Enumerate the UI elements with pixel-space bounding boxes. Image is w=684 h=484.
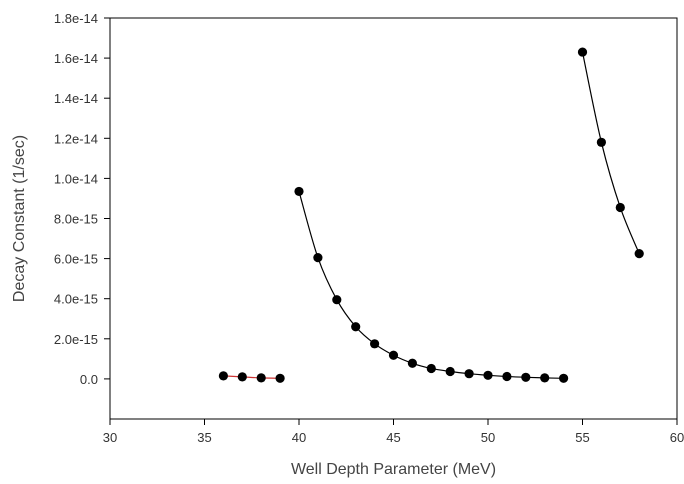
data-point <box>218 371 228 381</box>
x-tick-label: 50 <box>481 430 495 445</box>
data-point <box>313 252 323 263</box>
y-tick-label: 1.0e-14 <box>54 171 98 186</box>
y-tick-label: 1.6e-14 <box>54 51 98 66</box>
series-line <box>223 375 281 379</box>
y-tick-label: 1.2e-14 <box>54 131 98 146</box>
series-group <box>218 47 644 383</box>
data-point <box>464 369 474 379</box>
data-point <box>426 363 436 374</box>
data-point <box>332 295 342 305</box>
y-tick-label: 6.0e-15 <box>54 252 98 267</box>
data-point <box>521 372 531 382</box>
data-point <box>294 186 304 197</box>
x-tick-label: 30 <box>103 430 117 445</box>
data-point <box>540 373 550 383</box>
x-axis-title: Well Depth Parameter (MeV) <box>291 461 496 478</box>
data-point <box>634 248 644 259</box>
series-1 <box>218 371 285 383</box>
data-point <box>445 366 455 377</box>
x-tick-label: 45 <box>386 430 400 445</box>
data-point <box>237 372 247 382</box>
x-tick-label: 60 <box>670 430 684 445</box>
data-point <box>256 373 266 383</box>
y-tick-label: 1.4e-14 <box>54 91 98 106</box>
y-axis-title: Decay Constant (1/sec) <box>11 135 28 302</box>
data-point <box>502 371 512 382</box>
data-point <box>615 202 625 213</box>
y-tick-label: 0.0 <box>80 372 98 387</box>
data-point <box>559 373 569 383</box>
data-point <box>370 339 380 349</box>
y-axis-ticks: 0.0 2.0e-15 4.0e-15 6.0e-15 8.0e-15 1.0e-14 1.… <box>54 11 110 387</box>
data-point <box>388 350 399 360</box>
y-tick-label: 4.0e-15 <box>54 292 98 307</box>
series-3 <box>577 47 644 259</box>
data-point <box>275 373 285 383</box>
data-point <box>596 137 607 147</box>
y-tick-label: 1.8e-14 <box>54 11 98 26</box>
data-point <box>577 47 588 57</box>
data-point <box>407 358 417 368</box>
x-tick-label: 55 <box>575 430 589 445</box>
data-point <box>483 370 493 380</box>
x-tick-label: 40 <box>292 430 306 445</box>
data-point <box>351 322 361 332</box>
x-axis-ticks: 30 35 40 45 50 55 60 <box>103 419 684 445</box>
y-tick-label: 2.0e-15 <box>54 332 98 347</box>
y-tick-label: 8.0e-15 <box>54 212 98 227</box>
x-tick-label: 35 <box>197 430 211 445</box>
series-2 <box>294 186 569 383</box>
series-line <box>581 51 640 254</box>
series-line <box>298 191 564 379</box>
